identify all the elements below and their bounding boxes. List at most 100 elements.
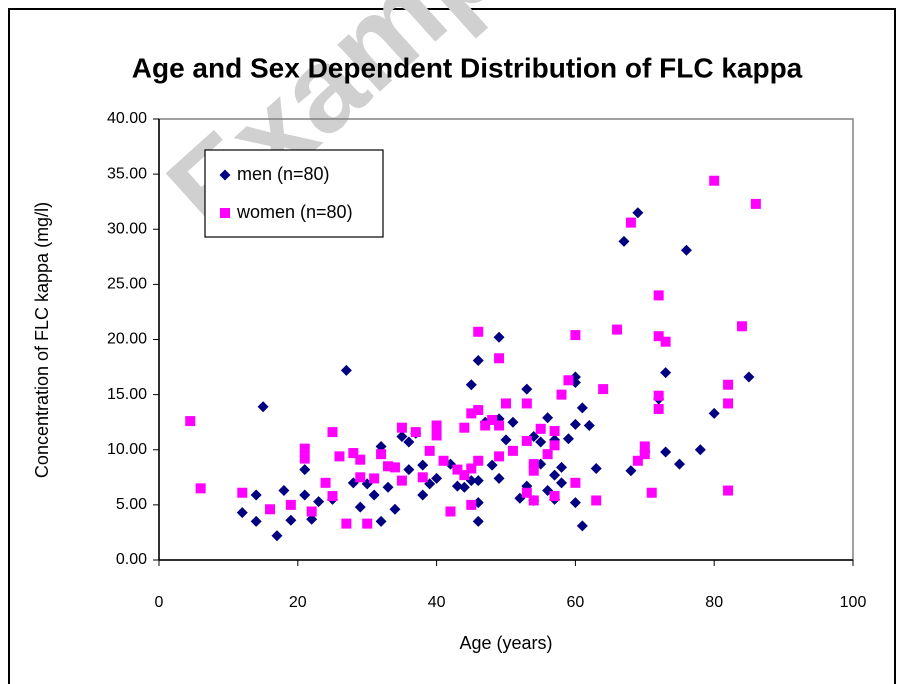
point: [299, 453, 310, 464]
point: [708, 407, 720, 419]
point: [375, 515, 387, 527]
point: [459, 422, 470, 433]
point: [362, 518, 373, 529]
point: [250, 515, 262, 527]
point: [403, 436, 415, 448]
point: [265, 504, 276, 515]
point: [521, 435, 532, 446]
point: [507, 445, 518, 456]
x-tick-label: 40: [428, 594, 446, 611]
y-tick-label: 35.00: [107, 165, 147, 182]
point: [299, 464, 311, 476]
point: [185, 416, 196, 427]
point: [598, 384, 609, 395]
point: [313, 496, 325, 508]
point: [618, 235, 630, 247]
point: [431, 420, 442, 431]
point: [487, 414, 498, 425]
point: [563, 375, 574, 386]
point: [431, 430, 442, 441]
point: [493, 472, 505, 484]
point: [625, 217, 636, 228]
point: [501, 398, 511, 409]
point: [549, 491, 560, 502]
point: [680, 244, 692, 256]
point: [424, 445, 435, 456]
point: [445, 506, 456, 517]
chart-frame: [8, 8, 896, 684]
point: [334, 451, 345, 462]
point: [528, 465, 539, 476]
point: [660, 336, 671, 347]
point: [556, 477, 568, 489]
point: [500, 434, 512, 446]
point: [480, 420, 491, 431]
point: [417, 472, 428, 483]
y-tick-label: 0.00: [116, 551, 147, 568]
point: [410, 427, 421, 438]
point: [583, 419, 595, 431]
point: [521, 383, 533, 395]
point: [486, 459, 498, 471]
y-tick-label: 40.00: [107, 110, 147, 127]
point: [271, 530, 283, 542]
point: [569, 418, 581, 430]
point: [417, 459, 429, 471]
legend-label: women (n=80): [236, 202, 353, 222]
point: [340, 364, 352, 376]
point: [355, 472, 366, 483]
point: [750, 198, 761, 209]
point: [237, 487, 248, 498]
legend-label: men (n=80): [237, 164, 330, 184]
point: [743, 371, 755, 383]
point: [431, 472, 443, 484]
point: [528, 459, 539, 470]
point: [494, 420, 505, 431]
y-tick-label: 30.00: [107, 220, 147, 237]
point: [736, 321, 747, 332]
x-tick-label: 60: [567, 594, 585, 611]
point: [709, 175, 720, 186]
point: [299, 489, 311, 501]
x-tick-label: 0: [155, 594, 164, 611]
chart-title: Age and Sex Dependent Distribution of FL…: [132, 52, 803, 83]
point: [653, 403, 664, 414]
point: [570, 330, 581, 341]
point: [327, 491, 338, 502]
point: [466, 408, 477, 419]
point: [320, 477, 331, 488]
point: [528, 495, 539, 506]
point: [403, 464, 415, 476]
point: [396, 475, 407, 486]
y-tick-label: 15.00: [107, 386, 147, 403]
point: [723, 485, 734, 496]
point: [348, 448, 359, 459]
point: [465, 379, 477, 391]
point: [562, 433, 574, 445]
point: [591, 495, 602, 506]
point: [383, 461, 394, 472]
y-tick-label: 20.00: [107, 331, 147, 348]
point: [451, 480, 463, 492]
point: [472, 354, 484, 366]
point: [382, 481, 394, 493]
point: [674, 458, 685, 470]
point: [653, 290, 664, 301]
point: [494, 353, 505, 364]
point: [493, 331, 505, 343]
point: [494, 451, 505, 462]
point: [472, 515, 484, 527]
point: [458, 481, 470, 493]
point: [473, 326, 484, 337]
point: [473, 455, 484, 466]
point: [660, 367, 672, 379]
point: [376, 449, 387, 460]
point: [612, 324, 623, 335]
point: [472, 475, 484, 487]
point: [639, 441, 650, 452]
point: [195, 483, 206, 494]
x-tick-label: 20: [289, 594, 307, 611]
point: [389, 503, 401, 515]
y-tick-label: 10.00: [107, 441, 147, 458]
legend-box: [204, 149, 384, 238]
